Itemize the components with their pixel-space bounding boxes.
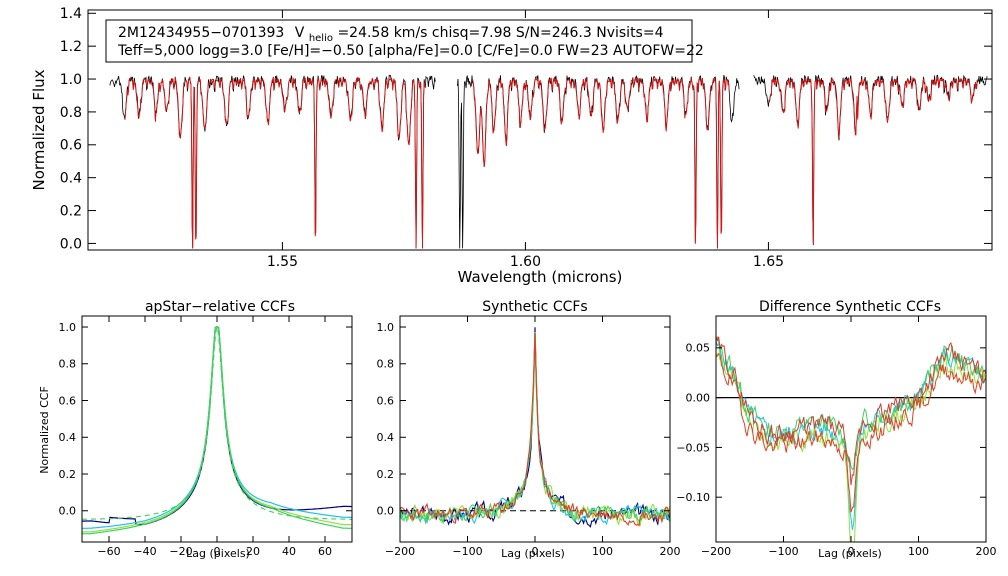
spectrum-annotation: 2M12434955−0701393 V helio =24.58 km/s c… [105, 19, 704, 63]
difference-ccf-title: Difference Synthetic CCFs [759, 299, 941, 315]
y-tick-label: 1.4 [60, 6, 82, 22]
apstar-ccf-visit-3 [82, 326, 352, 533]
observed-spectrum-chip-1 [109, 74, 436, 249]
x-tick-label: −100 [452, 545, 482, 558]
apstar-ccf-panel: apStar−relative CCFs −60 −40 −20 0 20 40 60 0.0… [38, 299, 353, 560]
y-tick-label: 0.2 [60, 203, 82, 219]
x-tick-label: −100 [768, 545, 798, 558]
apstar-ccf-template [82, 326, 352, 520]
apstar-ccf-visit-4 [82, 326, 352, 535]
apstar-ccf-title: apStar−relative CCFs [145, 299, 295, 315]
x-tick-label: −200 [701, 545, 731, 558]
y-tick-label: 0.4 [377, 431, 395, 444]
difference-ccf-panel: Difference Synthetic CCFs −200 −100 0 100 20… [676, 299, 996, 560]
y-tick-label: 0.2 [59, 468, 77, 481]
y-tick-label: −0.05 [676, 441, 710, 454]
difference-ccf-plot-area [716, 335, 986, 542]
spectrum-panel: 1.55 1.60 1.65 0.0 0.2 0.4 0.6 0.8 1.0 1.2 1.4 Wav… [30, 6, 993, 286]
apstar-ccf-ylabel: Normalized CCF [38, 386, 51, 474]
x-tick-label: 20 [246, 545, 260, 558]
annotation-star-id: 2M12434955−0701393 [118, 25, 284, 41]
synthetic-ccf-combined [399, 333, 671, 527]
annotation-vhelio-symbol: V [295, 25, 305, 41]
spectrum-ylabel: Normalized Flux [30, 69, 48, 190]
synthetic-ccf-xlabel: Lag (pixels) [501, 547, 565, 560]
y-tick-label: 1.0 [59, 321, 77, 334]
synthetic-ccf-plot-area [399, 327, 671, 528]
y-tick-label: 1.2 [60, 39, 82, 55]
difference-ccf-visit-1 [716, 340, 986, 530]
apstar-ccf-xlabel: Lag (pixels) [186, 547, 250, 560]
x-tick-label: 200 [660, 545, 681, 558]
spectrum-annotation-box [105, 19, 693, 63]
y-tick-label: 0.05 [686, 342, 711, 355]
model-spectrum-chip-3 [768, 76, 978, 245]
y-tick-label: 0.00 [686, 391, 711, 404]
x-tick-label: 1.55 [267, 254, 298, 270]
synthetic-ccf-visit-3 [399, 331, 671, 527]
difference-ccf-series [716, 335, 986, 542]
difference-ccf-visit-2 [716, 352, 986, 542]
y-tick-label: 0.8 [60, 105, 82, 121]
x-tick-label: 100 [592, 545, 613, 558]
spectrum-ticks: 1.55 1.60 1.65 0.0 0.2 0.4 0.6 0.8 1.0 1.2 1.4 [60, 6, 992, 270]
synthetic-ccf-ticks: −200 −100 0 100 200 0.0 0.2 0.4 0.6 0.8 1.0 [377, 316, 681, 558]
y-tick-label: −0.10 [676, 491, 710, 504]
apstar-ccf-plot-area [81, 326, 352, 535]
y-tick-label: 0.2 [377, 468, 395, 481]
spectrum-annotation-line-1: 2M12434955−0701393 V helio =24.58 km/s c… [118, 25, 664, 45]
spectrum-axes-frame [87, 9, 993, 251]
spectrum-xlabel: Wavelength (microns) [458, 268, 623, 286]
y-tick-label: 0.0 [59, 505, 77, 518]
x-tick-label: 0 [214, 545, 221, 558]
difference-ccf-visit-4 [716, 353, 986, 513]
x-tick-label: 1.60 [510, 254, 541, 270]
synthetic-ccf-panel: Synthetic CCFs −200 −100 0 100 200 0.0 0.2 0.4 0… [377, 299, 681, 560]
model-spectrum-chip-1 [124, 76, 426, 249]
synthetic-ccf-title: Synthetic CCFs [482, 299, 587, 315]
y-tick-label: 1.0 [60, 72, 82, 88]
y-tick-label: 0.4 [60, 171, 82, 187]
spectrum-plot-area [109, 74, 988, 249]
y-tick-label: 0.6 [377, 394, 395, 407]
y-tick-label: 0.6 [60, 138, 82, 154]
y-tick-label: 0.0 [377, 505, 395, 518]
y-tick-label: 0.4 [59, 431, 77, 444]
model-spectrum-chip-2 [472, 76, 730, 249]
annotation-vhelio-subscript: helio [309, 33, 333, 44]
difference-ccf-ticks: −200 −100 0 100 200 −0.10 −0.05 0.00 0.05 [676, 316, 997, 558]
difference-ccf-xlabel: Lag (pixels) [818, 547, 882, 560]
y-tick-label: 0.0 [60, 236, 82, 252]
x-tick-label: −60 [97, 545, 120, 558]
x-tick-label: 200 [976, 545, 997, 558]
spectrum-series [109, 74, 988, 249]
y-tick-label: 0.8 [377, 358, 395, 371]
apstar-ccf-ticks: −60 −40 −20 0 20 40 60 0.0 0.2 0.4 0.6 0.8 1.0 [59, 316, 352, 558]
apstar-ccf-visit-1 [82, 326, 352, 526]
x-tick-label: 0 [848, 545, 855, 558]
y-tick-label: 0.6 [59, 394, 77, 407]
apstar-ccf-visit-2 [81, 326, 352, 529]
annotation-line-1-values: =24.58 km/s chisq=7.98 S/N=246.3 Nvisits… [337, 25, 663, 41]
difference-ccf-combined [716, 336, 986, 486]
observed-spectrum-chip-3 [753, 74, 988, 246]
x-tick-label: 1.65 [753, 254, 784, 270]
x-tick-label: −40 [133, 545, 156, 558]
apstar-ccf-axes-frame [81, 315, 353, 543]
x-tick-label: 0 [532, 545, 539, 558]
spectrum-annotation-line-2: Teff=5,000 logg=3.0 [Fe/H]=−0.50 [alpha/… [117, 43, 704, 59]
x-tick-label: −200 [385, 545, 415, 558]
y-tick-label: 0.8 [59, 358, 77, 371]
x-tick-label: 100 [908, 545, 929, 558]
x-tick-label: −20 [169, 545, 192, 558]
y-tick-label: 1.0 [377, 321, 395, 334]
synthetic-ccf-visit-4 [399, 337, 671, 525]
x-tick-label: 60 [318, 545, 332, 558]
synthetic-ccf-visit-2 [399, 332, 671, 526]
x-tick-label: 40 [282, 545, 296, 558]
